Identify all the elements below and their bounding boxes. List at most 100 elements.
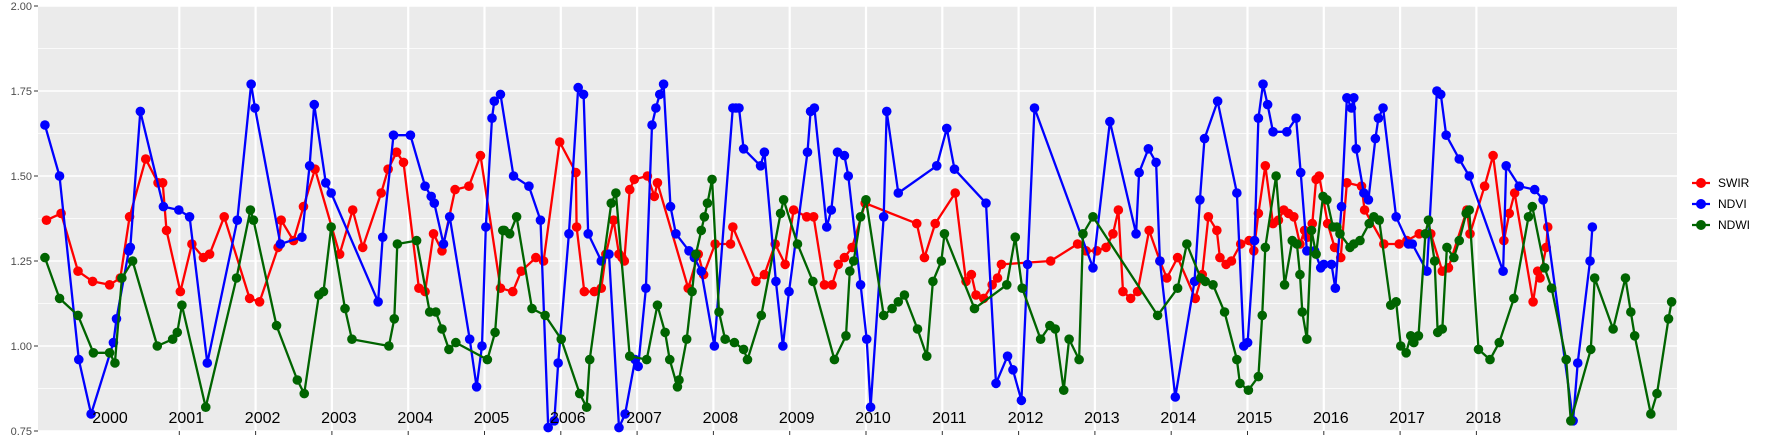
data-point-ndwi (271, 320, 282, 331)
data-point-swir (839, 252, 850, 263)
data-point-ndvi (135, 106, 146, 117)
data-point-swir (87, 276, 98, 287)
data-point-ndwi (1257, 310, 1268, 321)
data-point-swir (357, 242, 368, 253)
data-point-ndwi (1449, 252, 1459, 263)
data-point-ndwi (729, 337, 740, 348)
data-point-ndvi (1232, 188, 1242, 198)
data-point-ndvi (778, 341, 788, 351)
data-point-ndvi (543, 422, 553, 433)
data-point-ndvi (232, 215, 243, 225)
data-point-swir (1144, 225, 1154, 236)
data-point-ndwi (792, 239, 803, 249)
data-point-swir (911, 218, 922, 229)
year-label: 2016 (1313, 410, 1349, 427)
data-point-swir (1260, 161, 1271, 171)
legend: SWIR NDVI NDWI (1692, 176, 1750, 232)
year-label: 2010 (855, 410, 891, 427)
data-point-ndvi (1016, 395, 1027, 406)
data-point-ndwi (540, 310, 550, 321)
data-point-ndwi (490, 327, 500, 338)
data-point-ndwi (1395, 341, 1406, 351)
data-point-swir (571, 222, 582, 232)
data-point-ndvi (1253, 113, 1264, 123)
data-point-ndvi (658, 79, 669, 89)
data-point-ndvi (1342, 93, 1352, 103)
y-tick-label: 0.75 (11, 426, 32, 438)
data-point-ndwi (829, 354, 840, 365)
data-point-ndvi (1585, 256, 1595, 266)
data-point-ndvi (1529, 184, 1540, 195)
data-point-ndvi (1002, 351, 1013, 362)
data-point-ndwi (1485, 354, 1495, 365)
data-point-ndvi (931, 161, 942, 171)
data-point-swir (827, 280, 837, 290)
data-point-ndwi (556, 334, 567, 345)
data-point-ndwi (674, 375, 684, 385)
data-point-swir (1212, 225, 1222, 236)
year-label: 2015 (1237, 410, 1273, 427)
data-point-ndwi (1437, 324, 1448, 334)
data-point-ndwi (1539, 263, 1550, 273)
data-point-ndvi (1262, 99, 1273, 110)
data-point-ndvi (654, 89, 665, 100)
year-label: 2013 (1084, 410, 1120, 427)
data-point-ndwi (624, 351, 635, 362)
data-point-ndvi (633, 361, 643, 372)
data-point-ndwi (1271, 171, 1281, 181)
data-point-swir (1172, 252, 1183, 263)
year-label: 2001 (169, 410, 205, 427)
data-point-ndvi (1008, 365, 1018, 375)
data-point-ndwi (928, 276, 938, 287)
data-point-ndwi (73, 310, 83, 321)
data-point-swir (996, 259, 1007, 270)
data-point-ndvi (855, 280, 866, 290)
data-point-ndwi (936, 256, 947, 266)
y-tick-label: 1.25 (11, 256, 32, 268)
data-point-ndvi (1199, 133, 1210, 144)
data-point-ndvi (471, 382, 482, 392)
data-point-ndwi (299, 388, 310, 399)
data-point-ndwi (1442, 242, 1452, 253)
series-layer (40, 79, 1677, 433)
data-point-ndwi (1409, 337, 1419, 348)
data-point-ndwi (1172, 283, 1183, 294)
data-point-ndwi (384, 341, 394, 351)
data-point-ndvi (1336, 201, 1347, 212)
data-point-ndwi (1064, 334, 1074, 345)
data-point-ndwi (1401, 348, 1411, 358)
data-point-ndwi (921, 351, 932, 362)
data-point-ndvi (671, 229, 681, 239)
data-point-ndwi (1629, 331, 1640, 341)
data-point-ndwi (1620, 273, 1631, 283)
data-point-swir (219, 212, 230, 222)
data-point-ndwi (1509, 293, 1519, 304)
data-point-ndwi (1253, 371, 1264, 382)
data-point-ndwi (1243, 385, 1254, 396)
data-point-ndwi (167, 334, 178, 345)
data-point-ndvi (1373, 113, 1384, 123)
data-point-ndwi (1219, 307, 1230, 317)
year-label: 2018 (1466, 410, 1502, 427)
data-point-ndvi (429, 198, 440, 208)
data-point-ndvi (1302, 246, 1312, 256)
data-point-swir (992, 273, 1003, 283)
data-point-ndvi (73, 354, 84, 365)
data-point-ndvi (1351, 144, 1361, 154)
data-point-ndwi (687, 286, 697, 297)
data-point-swir (254, 297, 265, 307)
data-point-ndvi (250, 103, 260, 113)
data-point-ndvi (709, 341, 720, 351)
data-point-ndwi (1589, 273, 1600, 283)
legend-key-point (1696, 220, 1706, 230)
data-point-ndwi (1050, 324, 1061, 334)
data-point-ndvi (878, 212, 889, 222)
data-point-ndvi (54, 171, 65, 181)
data-point-ndwi (152, 341, 163, 351)
data-point-ndwi (177, 300, 187, 311)
data-point-ndwi (1302, 334, 1312, 345)
series-ndwi (40, 171, 1677, 426)
data-point-ndwi (1646, 409, 1656, 419)
data-point-swir (1329, 242, 1340, 253)
